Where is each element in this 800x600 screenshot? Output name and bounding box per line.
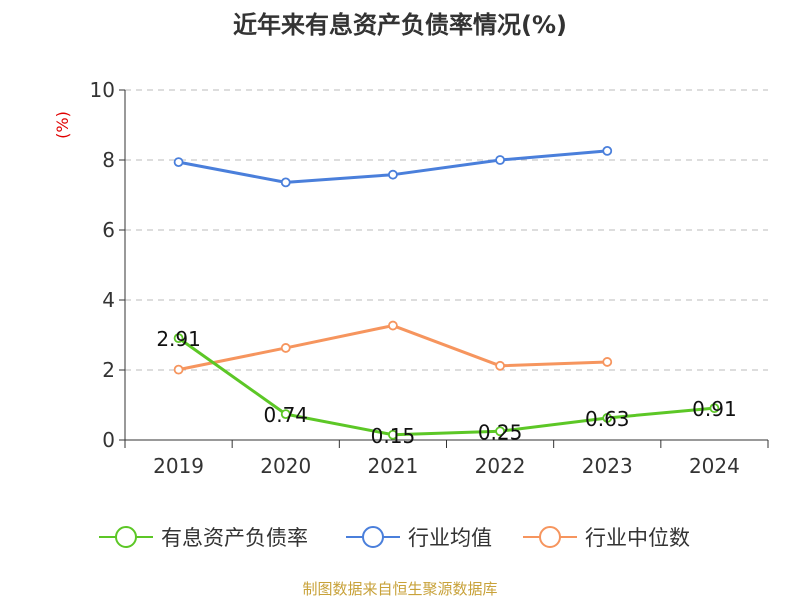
data-point [173, 157, 184, 168]
x-tick-label: 2021 [367, 454, 418, 478]
series-0 [173, 333, 720, 440]
legend-item[interactable]: 行业均值 [346, 526, 492, 550]
source-note: 制图数据来自恒生聚源数据库 [302, 580, 497, 598]
legend-item[interactable]: 有息资产负债率 [99, 526, 308, 550]
legend[interactable]: 有息资产负债率 行业均值 行业中位数 [99, 526, 690, 550]
data-point [280, 343, 291, 353]
legend-label: 行业均值 [408, 526, 492, 550]
x-tick-label: 2024 [689, 454, 740, 478]
data-label: 2.91 [156, 327, 201, 351]
chart-title: 近年来有息资产负债率情况(%) [233, 11, 567, 39]
legend-label: 有息资产负债率 [161, 526, 308, 550]
y-tick-label: 4 [102, 288, 115, 312]
data-label: 0.91 [692, 397, 737, 421]
x-tick-label: 2023 [582, 454, 633, 478]
y-tick-label: 6 [102, 218, 115, 242]
data-point [602, 145, 613, 156]
data-point [173, 364, 184, 375]
legend-marker [362, 526, 384, 548]
x-tick-label: 2022 [475, 454, 526, 478]
data-point [280, 177, 291, 188]
data-point [495, 155, 505, 165]
x-tick-label: 2020 [260, 454, 311, 478]
data-labels: 2.91 0.74 0.15 0.25 0.63 0.91 [156, 327, 736, 448]
data-point [495, 426, 505, 437]
y-tick-label: 0 [102, 428, 115, 452]
data-point [280, 409, 291, 420]
y-tick-label: 2 [102, 358, 115, 382]
data-point [495, 360, 505, 371]
y-axis-unit-label: (%) [53, 111, 72, 139]
data-label: 0.63 [585, 407, 630, 431]
y-tick-label: 8 [102, 148, 115, 172]
data-point [388, 320, 398, 331]
axes: 0 2 4 6 8 10 2019 2020 2021 2022 2023 2024 [90, 78, 769, 478]
y-tick-label: 10 [90, 78, 115, 102]
series-lines [173, 145, 720, 440]
legend-item[interactable]: 行业中位数 [523, 526, 690, 550]
data-label: 0.25 [478, 420, 523, 444]
gridlines [125, 89, 768, 371]
legend-marker [115, 526, 137, 548]
legend-marker [539, 526, 561, 548]
data-point [709, 403, 720, 414]
data-point [388, 169, 398, 180]
x-tick-label: 2019 [153, 454, 204, 478]
series-line [178, 324, 608, 372]
series-2 [173, 320, 613, 375]
data-label: 0.15 [371, 424, 416, 448]
data-label: 0.74 [263, 403, 308, 427]
data-point [173, 333, 184, 344]
legend-label: 行业中位数 [585, 526, 690, 550]
data-point [602, 357, 613, 367]
series-line [177, 336, 715, 437]
data-point [388, 429, 398, 440]
series-1 [173, 145, 613, 188]
data-point [602, 413, 613, 423]
